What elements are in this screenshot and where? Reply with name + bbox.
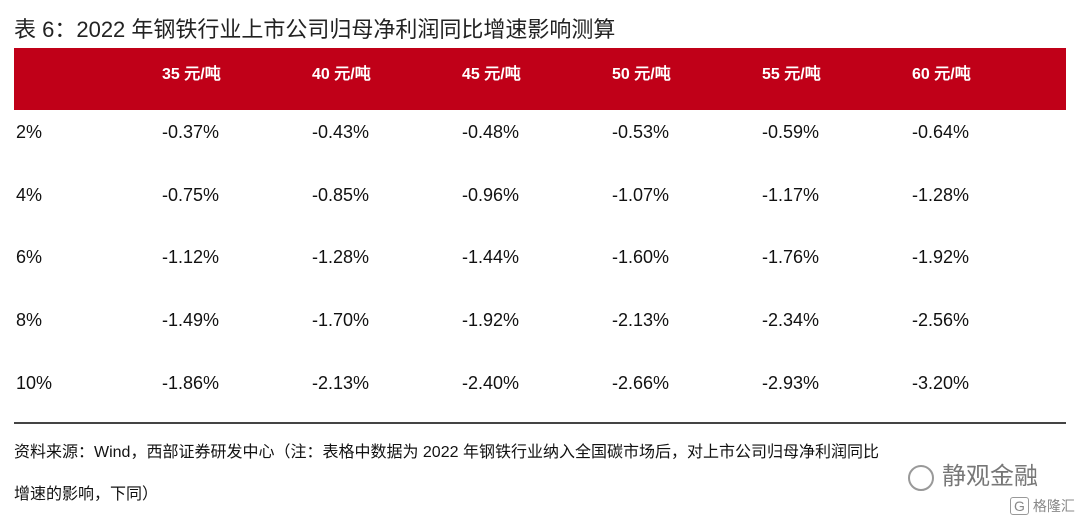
row-label: 2% (16, 122, 43, 142)
row-label: 4% (16, 184, 43, 205)
table-cell: -1.28% (912, 184, 970, 205)
row-label: 10% (16, 372, 53, 393)
table-cell: -1.28% (312, 247, 370, 268)
table-cell: -0.64% (912, 122, 970, 142)
column-header: 55 元/吨 (762, 66, 821, 83)
column-header: 45 元/吨 (462, 66, 521, 83)
watermark-text: 静观金融 (942, 463, 1038, 490)
table-cell: -2.66% (612, 372, 670, 393)
table-title: 表 6：2022 年钢铁行业上市公司归母净利润同比增速影响测算 (14, 17, 616, 42)
table-cell: -0.96% (462, 184, 520, 205)
table-cell: -1.60% (612, 247, 670, 268)
table-cell: -2.56% (912, 310, 970, 331)
watermark-icon (908, 464, 934, 491)
table-cell: -1.92% (912, 247, 970, 268)
table-cell: -2.93% (762, 372, 820, 393)
row-label: 6% (16, 247, 43, 268)
table-cell: -2.40% (462, 372, 520, 393)
table-cell: -1.07% (612, 184, 670, 205)
table-cell: -0.85% (312, 184, 370, 205)
source-note: 资料来源：Wind，西部证券研发中心（注：表格中数据为 2022 年钢铁行业纳入… (14, 444, 879, 461)
column-header: 50 元/吨 (612, 66, 671, 83)
table-cell: -3.20% (912, 372, 970, 393)
table-cell: -2.13% (612, 310, 670, 331)
table-cell: -2.13% (312, 372, 370, 393)
source-note: 增速的影响，下同） (14, 486, 159, 503)
table-cell: -0.43% (312, 122, 370, 142)
table-cell: -1.86% (162, 372, 220, 393)
brand-text: 格隆汇 (1032, 498, 1075, 514)
column-header: 60 元/吨 (912, 66, 971, 83)
table-cell: -1.44% (462, 247, 520, 268)
table-cell: -0.37% (162, 122, 220, 142)
table-cell: -0.59% (762, 122, 820, 142)
table-cell: -2.34% (762, 310, 820, 331)
table-cell: -1.17% (762, 184, 820, 205)
row-label: 8% (16, 310, 43, 331)
brand-icon: G (1010, 497, 1029, 515)
table-cell: -0.75% (162, 184, 220, 205)
watermark: 静观金融 (908, 456, 1038, 491)
brand-logo: G 格隆汇 (1010, 496, 1075, 516)
table-cell: -1.92% (462, 310, 520, 331)
column-header: 35 元/吨 (162, 66, 221, 83)
table-cell: -0.53% (612, 122, 670, 142)
table-cell: -0.48% (462, 122, 520, 142)
table-cell: -1.49% (162, 310, 220, 331)
table-cell: -1.76% (762, 247, 820, 268)
header-band (14, 48, 1066, 110)
bottom-rule (14, 422, 1066, 424)
column-header: 40 元/吨 (312, 66, 371, 83)
table-cell: -1.12% (162, 247, 220, 268)
table-cell: -1.70% (312, 310, 370, 331)
